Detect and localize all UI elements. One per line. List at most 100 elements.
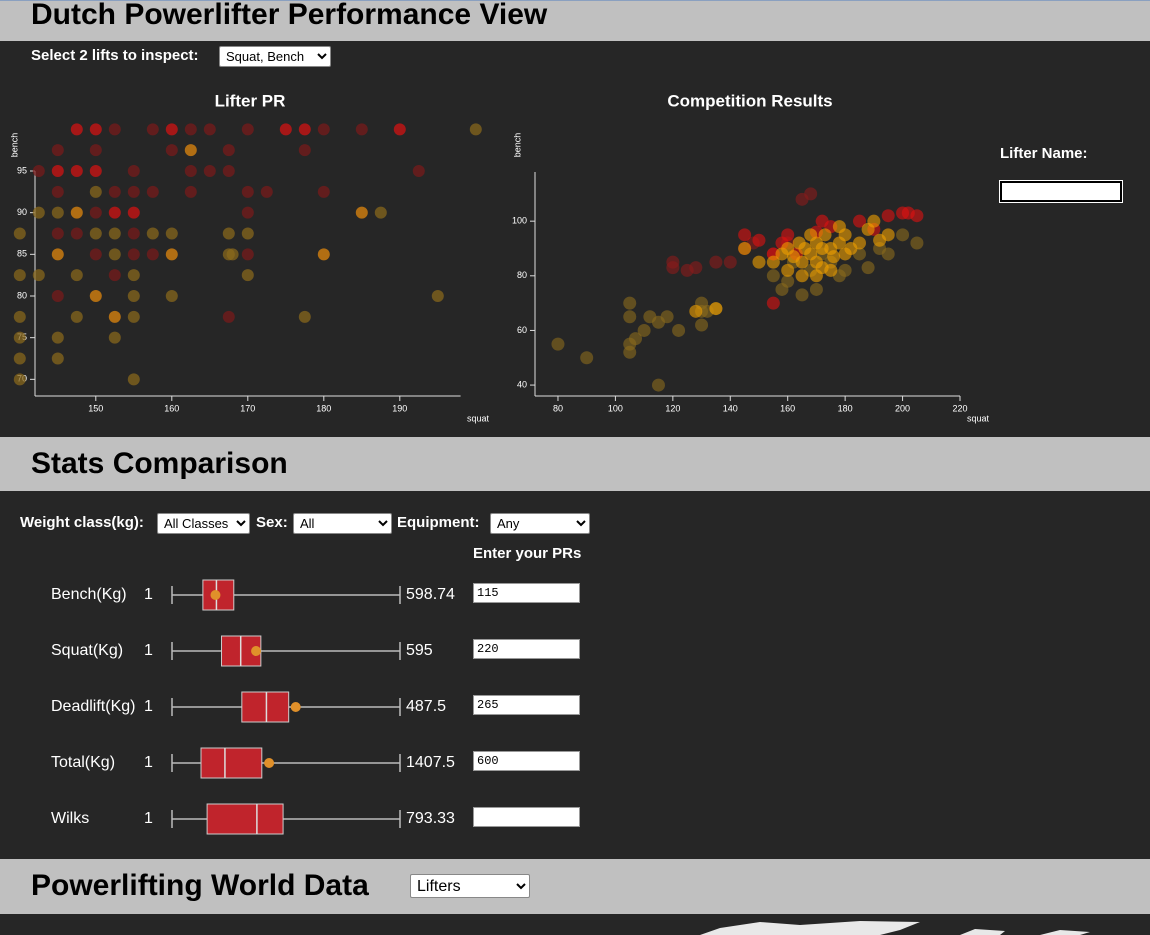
data-point [795,255,809,269]
data-point [184,165,197,177]
data-point [752,233,766,247]
x-axis-title: squat [967,413,990,423]
pr-input[interactable] [473,695,580,715]
data-point [795,269,809,283]
weight-class-select[interactable]: All Classes [157,513,250,534]
data-point [13,352,26,365]
data-point [89,248,102,261]
data-point [695,304,709,318]
data-point [355,206,368,219]
data-point [775,236,789,250]
data-point [709,255,723,269]
data-point [623,296,637,310]
data-point [861,261,875,275]
data-point [752,255,766,269]
data-point [108,185,121,198]
y-tick-label: 75 [17,332,27,342]
pr-input[interactable] [473,751,580,771]
data-point [666,255,680,269]
data-point [298,144,311,157]
data-point [241,123,254,136]
data-point [798,241,812,255]
data-point [781,241,795,255]
data-point [13,331,26,344]
equipment-select[interactable]: Any [490,513,590,534]
user-marker [290,702,301,712]
data-point [127,290,140,302]
data-point [184,185,197,198]
sex-select[interactable]: All [293,513,392,534]
data-point [838,247,852,261]
data-point [32,206,45,219]
data-point [786,250,800,264]
data-point [623,345,637,359]
row-max: 595 [406,642,433,659]
data-point [660,310,674,324]
data-point [643,310,657,324]
data-point [881,228,895,242]
data-point [832,269,846,283]
data-point [738,241,752,255]
data-point [298,123,311,136]
data-point [32,165,45,177]
data-point [827,250,841,264]
data-point [222,227,235,240]
lifter-name-input[interactable] [999,180,1123,203]
data-point [70,310,83,323]
world-band: Powerlifting World Data Lifters [0,859,1150,914]
data-point [70,123,83,136]
filter-label: Sex: [256,514,288,531]
lifter-name-label: Lifter Name: [1000,145,1088,162]
lift-select-label: Select 2 lifts to inspect: [31,47,199,64]
data-point [700,304,714,318]
data-point [766,247,780,261]
data-point [108,248,121,261]
data-point [551,337,565,351]
row-min: 1 [144,810,153,827]
data-point [815,241,829,255]
data-point [809,225,823,239]
pr-input[interactable] [473,639,580,659]
data-point [13,269,26,282]
row-max: 598.74 [406,586,455,603]
data-point [127,248,140,261]
data-point [815,214,829,228]
data-point [127,269,140,282]
lift-select[interactable]: Squat, Bench [219,46,331,67]
row-min: 1 [144,586,153,603]
world-select[interactable]: Lifters [410,874,530,898]
data-point [226,248,239,261]
data-point [241,248,254,261]
data-point [89,123,102,136]
data-point [867,214,881,228]
box [206,803,284,835]
data-point [651,315,665,329]
data-point [815,247,829,261]
data-point [127,373,140,386]
data-point [651,378,665,392]
y-tick-label: 70 [17,374,27,384]
x-tick-label: 160 [780,403,795,413]
stats-band: Stats Comparison [0,437,1150,491]
user-marker [264,758,275,768]
row-label: Total(Kg) [51,754,115,771]
y-tick-label: 85 [17,249,27,259]
data-point [108,331,121,344]
pr-input[interactable] [473,583,580,603]
x-tick-label: 80 [553,403,563,413]
data-point [165,144,178,157]
data-point [51,248,64,261]
data-point [32,269,45,282]
x-tick-label: 220 [952,403,967,413]
data-point [896,228,910,242]
pr-input[interactable] [473,807,580,827]
data-point [298,310,311,323]
data-point [672,323,686,337]
y-axis-title: bench [9,133,19,158]
data-point [146,227,159,240]
data-point [910,236,924,250]
data-point [580,351,594,365]
box [200,747,263,779]
data-point [809,255,823,269]
data-point [241,269,254,282]
